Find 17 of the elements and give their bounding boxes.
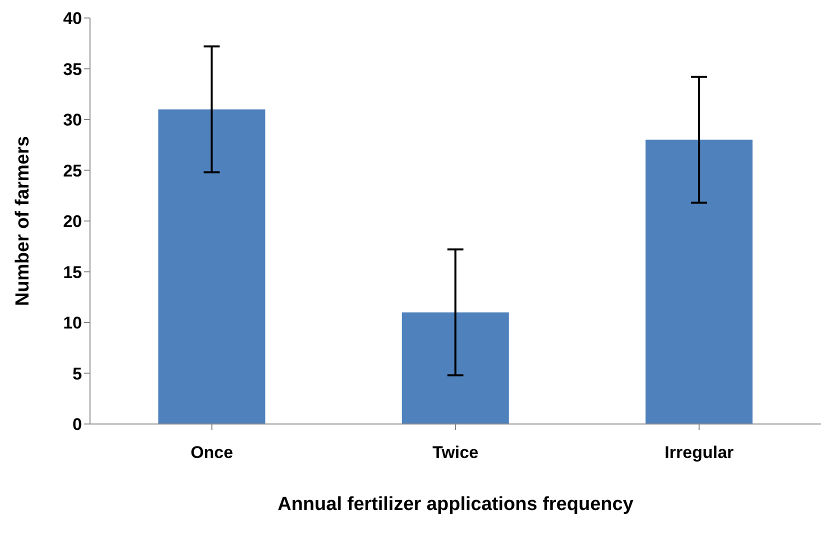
bar (158, 109, 266, 424)
x-tick-label: Irregular (664, 443, 734, 462)
bar (402, 312, 509, 424)
y-tick-label: 15 (63, 262, 82, 282)
y-tick-label: 10 (63, 314, 82, 333)
y-tick-label: 35 (63, 60, 82, 79)
y-tick-label: 25 (63, 161, 82, 180)
y-tick-label: 20 (63, 212, 82, 232)
x-axis-title: Annual fertilizer applications frequency (278, 494, 634, 515)
y-tick-label: 30 (63, 110, 82, 130)
y-tick-label: 0 (72, 415, 82, 434)
y-axis-title: Number of farmers (12, 136, 34, 306)
y-tick-label: 5 (72, 364, 82, 384)
x-tick-label: Once (190, 443, 234, 462)
bar (646, 140, 753, 424)
x-tick-label: Twice (432, 443, 478, 462)
y-tick-label: 40 (63, 9, 82, 28)
